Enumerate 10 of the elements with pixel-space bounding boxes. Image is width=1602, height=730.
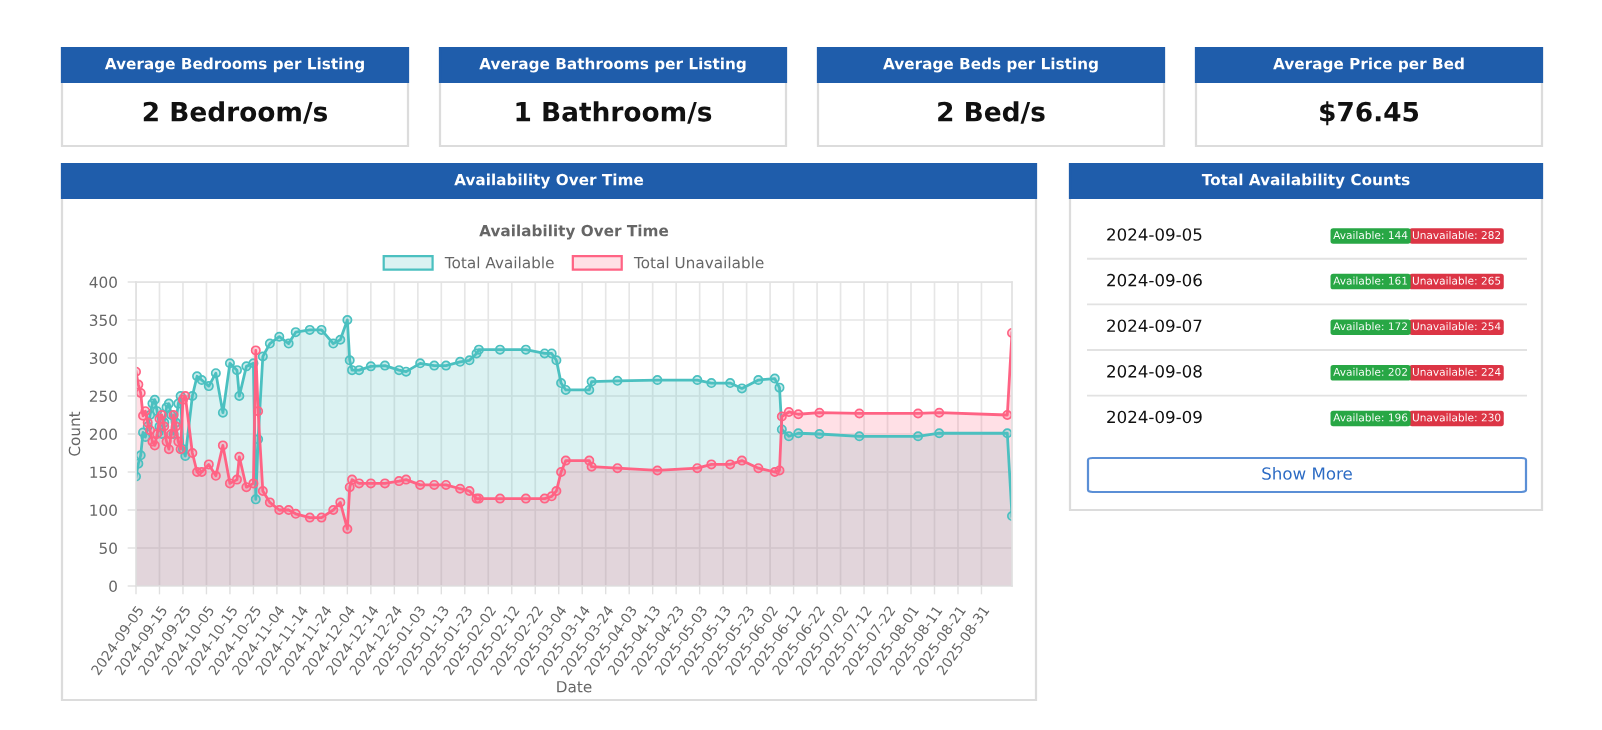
text: Show More	[1262, 466, 1352, 480]
text: 2024-09-06	[1107, 273, 1202, 287]
text: 2024-09-05	[1107, 228, 1202, 241]
text: 2 Bedroom/s	[143, 101, 328, 124]
text: $76.45	[1320, 101, 1419, 126]
text: 2 Bed/s	[938, 101, 1045, 124]
text: 2024-09-07	[1107, 319, 1202, 333]
text: 2024-09-08	[1107, 365, 1202, 378]
text: 1 Bathroom/s	[516, 101, 712, 124]
text: 2024-09-09	[1107, 410, 1202, 424]
